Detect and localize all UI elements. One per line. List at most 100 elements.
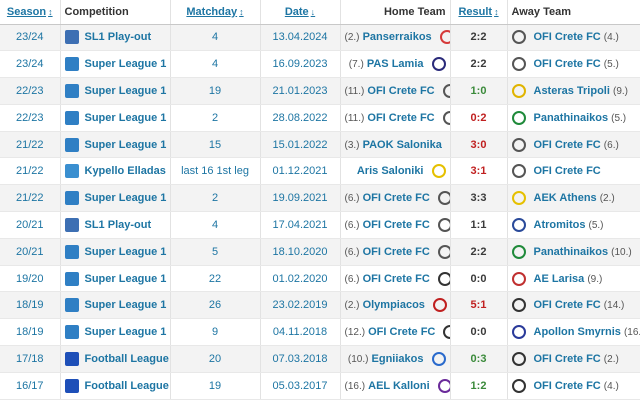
date-value[interactable]: 23.02.2019 [272,299,328,312]
competition-cell[interactable]: Super League 1 [59,238,170,266]
date-column-header[interactable]: Date ↓ [259,0,340,25]
competition-cell[interactable]: Super League 1 [59,131,170,159]
season-column-header[interactable]: Season ↕ [0,0,60,25]
home-team-link[interactable]: OFI Crete FC [367,84,435,97]
result-link[interactable]: 1:0 [470,84,487,97]
competition-cell[interactable]: Super League 1 [59,265,170,293]
away-team-cell[interactable]: OFI Crete FC [506,157,640,186]
date-cell[interactable]: 13.04.2024 [259,24,340,52]
away-team-link[interactable]: OFI Crete FC [533,165,601,178]
result-cell[interactable]: 5:1 [449,291,507,320]
home-team-cell[interactable]: (16.) AEL Kalloni [339,372,450,400]
away-team-link[interactable]: Panathinaikos [533,111,609,124]
matchday-column-header[interactable]: Matchday ↕ [169,0,260,25]
home-team-cell[interactable]: (6.) OFI Crete FC [339,265,450,293]
date-value[interactable]: 07.03.2018 [272,352,328,365]
away-team-cell[interactable]: OFI Crete FC (6.) [506,131,640,159]
result-link[interactable]: 3:0 [470,138,487,151]
away-team-cell[interactable]: OFI Crete FC (4.) [506,24,640,52]
date-cell[interactable]: 01.12.2021 [259,157,340,186]
date-value[interactable]: 17.04.2021 [272,218,328,231]
home-team-link[interactable]: Aris Saloniki [356,165,424,178]
competition-cell[interactable]: Super League 1 [59,184,170,213]
competition-cell[interactable]: Super League 1 [59,50,170,79]
competition-link[interactable]: Football League [84,379,169,392]
result-cell[interactable]: 1:1 [449,211,507,239]
date-cell[interactable]: 23.02.2019 [259,291,340,320]
result-cell[interactable]: 3:0 [449,131,507,159]
result-cell[interactable]: 0:3 [449,345,507,373]
away-team-link[interactable]: OFI Crete FC [533,58,601,71]
home-team-link[interactable]: OFI Crete FC [362,245,430,258]
competition-cell[interactable]: Super League 1 [59,104,170,132]
competition-link[interactable]: Super League 1 [84,84,167,97]
home-team-cell[interactable]: (6.) OFI Crete FC [339,211,450,239]
home-team-link[interactable]: Panserraikos [362,31,432,44]
away-team-link[interactable]: OFI Crete FC [533,138,601,151]
date-cell[interactable]: 21.01.2023 [259,77,340,105]
result-link[interactable]: 2:2 [470,245,487,258]
date-value[interactable]: 18.10.2020 [272,245,328,258]
competition-link[interactable]: SL1 Play-out [84,218,152,231]
date-cell[interactable]: 19.09.2021 [259,184,340,213]
away-team-link[interactable]: OFI Crete FC [533,299,601,312]
home-team-cell[interactable]: (3.) PAOK Salonika [339,131,450,159]
home-team-cell[interactable]: (6.) OFI Crete FC [339,184,450,213]
competition-link[interactable]: Football League [84,352,169,365]
home-team-link[interactable]: OFI Crete FC [367,111,435,124]
away-team-cell[interactable]: Panathinaikos (5.) [506,104,640,132]
home-team-link[interactable]: OFI Crete FC [362,192,430,205]
result-cell[interactable]: 2:2 [449,50,507,79]
home-team-cell[interactable]: (12.) OFI Crete FC [339,318,450,347]
competition-link[interactable]: Super League 1 [84,245,167,258]
date-value[interactable]: 01.02.2020 [272,272,328,285]
result-link[interactable]: 0:2 [470,111,487,124]
home-team-link[interactable]: OFI Crete FC [368,326,436,339]
result-link[interactable]: 3:1 [470,165,487,178]
date-cell[interactable]: 15.01.2022 [259,131,340,159]
result-cell[interactable]: 0:2 [449,104,507,132]
away-team-cell[interactable]: Panathinaikos (10.) [506,238,640,266]
away-team-cell[interactable]: OFI Crete FC (5.) [506,50,640,79]
date-value[interactable]: 28.08.2022 [272,111,328,124]
away-team-cell[interactable]: OFI Crete FC (4.) [506,372,640,400]
competition-cell[interactable]: Football League [59,345,170,373]
result-column-header[interactable]: Result ↕ [449,0,507,25]
away-team-cell[interactable]: AEK Athens (2.) [506,184,640,213]
result-cell[interactable]: 0:0 [449,265,507,293]
date-value[interactable]: 04.11.2018 [272,326,328,339]
result-link[interactable]: 0:3 [470,352,487,365]
competition-cell[interactable]: Super League 1 [59,77,170,105]
date-cell[interactable]: 28.08.2022 [259,104,340,132]
result-link[interactable]: 1:1 [470,218,487,231]
date-cell[interactable]: 07.03.2018 [259,345,340,373]
competition-link[interactable]: Super League 1 [84,299,167,312]
result-link[interactable]: 0:0 [470,326,487,339]
away-team-link[interactable]: OFI Crete FC [533,379,601,392]
competition-cell[interactable]: SL1 Play-out [59,211,170,239]
date-cell[interactable]: 17.04.2021 [259,211,340,239]
away-team-link[interactable]: OFI Crete FC [533,352,601,365]
date-value[interactable]: 15.01.2022 [272,138,328,151]
result-link[interactable]: 0:0 [470,272,487,285]
home-team-cell[interactable]: (6.) OFI Crete FC [339,238,450,266]
result-cell[interactable]: 2:2 [449,24,507,52]
home-team-cell[interactable]: (2.) Olympiacos [339,291,450,320]
home-team-link[interactable]: PAOK Salonika [362,138,442,151]
away-team-link[interactable]: Panathinaikos [533,245,609,258]
home-team-link[interactable]: AEL Kalloni [368,379,430,392]
home-team-cell[interactable]: Aris Saloniki [339,157,450,186]
competition-link[interactable]: SL1 Play-out [84,31,152,44]
away-team-link[interactable]: Atromitos [533,218,586,231]
home-team-link[interactable]: Egniiakos [371,352,424,365]
home-team-link[interactable]: Olympiacos [362,299,425,312]
competition-link[interactable]: Super League 1 [84,192,167,205]
home-team-link[interactable]: PAS Lamia [366,58,424,71]
away-team-link[interactable]: OFI Crete FC [533,31,601,44]
home-team-link[interactable]: OFI Crete FC [362,218,430,231]
date-value[interactable]: 13.04.2024 [272,31,328,44]
away-team-cell[interactable]: Asteras Tripoli (9.) [506,77,640,105]
result-link[interactable]: 2:2 [470,58,487,71]
result-link[interactable]: 2:2 [470,31,487,44]
away-team-cell[interactable]: Atromitos (5.) [506,211,640,239]
